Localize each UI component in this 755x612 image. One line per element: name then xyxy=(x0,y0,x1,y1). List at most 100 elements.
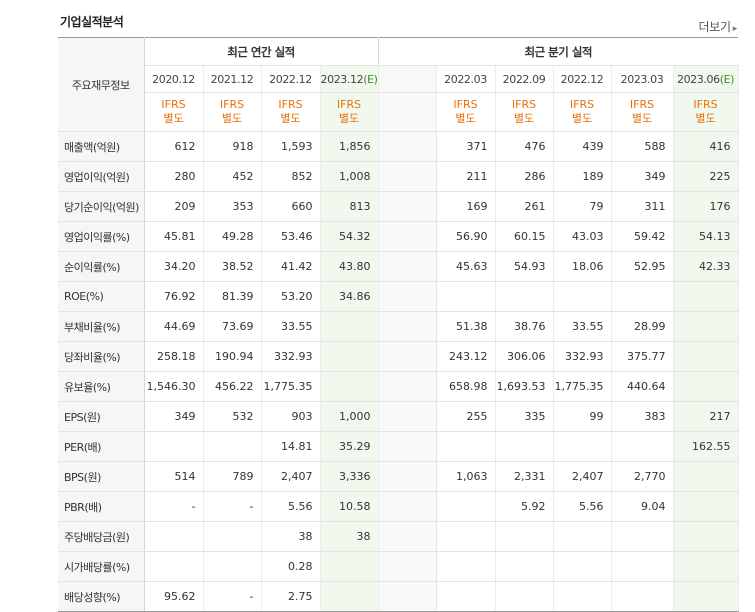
annual-value-cell xyxy=(203,431,262,462)
quarter-value-cell: 5.56 xyxy=(553,491,612,522)
quarter-value-cell: 2,331 xyxy=(495,461,554,492)
row-label: PER(배) xyxy=(58,431,145,462)
annual-value-cell: 190.94 xyxy=(203,341,262,372)
quarter-value-cell: 56.90 xyxy=(436,221,496,252)
quarter-value-cell xyxy=(553,431,612,462)
quarter-value-cell xyxy=(436,551,496,582)
table-row: 주당배당금(원) 38 38 xyxy=(58,521,739,552)
quarter-value-cell xyxy=(673,311,739,342)
quarter-value-cell: 476 xyxy=(495,131,554,162)
table-row: 유보율(%) 1,546.30 456.22 1,775.35 658.98 1,693.… xyxy=(58,371,739,402)
quarter-value-cell: 349 xyxy=(611,161,674,192)
period-header: 2022.12 xyxy=(553,65,612,93)
period-header: 2023.03 xyxy=(611,65,674,93)
basis-header: IFRS 별도 xyxy=(144,92,204,132)
quarter-value-cell: 261 xyxy=(495,191,554,222)
gap-cell xyxy=(377,581,437,612)
annual-value-cell: 43.80 xyxy=(320,251,379,282)
quarter-value-cell xyxy=(436,521,496,552)
quarter-value-cell: 33.55 xyxy=(553,311,612,342)
row-label: 당좌비율(%) xyxy=(58,341,145,372)
quarter-value-cell: 169 xyxy=(436,191,496,222)
basis-header: IFRS 별도 xyxy=(320,92,379,132)
annual-value-cell: 918 xyxy=(203,131,262,162)
basis-label: 별도 xyxy=(280,112,301,125)
row-label: BPS(원) xyxy=(58,461,145,492)
annual-value-cell: 1,546.30 xyxy=(144,371,204,402)
quarter-value-cell xyxy=(553,281,612,312)
basis-label: 별도 xyxy=(338,112,360,125)
table-row: BPS(원) 514 789 2,407 3,336 1,063 2,331 2,407 2,7… xyxy=(58,461,739,492)
quarter-value-cell xyxy=(611,431,674,462)
quarter-value-cell: 2,407 xyxy=(553,461,612,492)
gap-cell xyxy=(377,341,437,372)
gap-cell xyxy=(377,461,437,492)
basis-header: IFRS 별도 xyxy=(203,92,262,132)
gap-cell xyxy=(377,371,437,402)
quarter-value-cell: 416 xyxy=(673,131,739,162)
quarter-value-cell: 176 xyxy=(673,191,739,222)
quarter-value-cell: 43.03 xyxy=(553,221,612,252)
annual-value-cell: 514 xyxy=(144,461,204,492)
period-header-estimate: 2023.06(E) xyxy=(673,65,739,93)
annual-group-header: 최근 연간 실적 xyxy=(144,37,379,66)
quarter-value-cell xyxy=(673,461,739,492)
more-link-label: 더보기 xyxy=(698,20,732,34)
table-row: 당좌비율(%) 258.18 190.94 332.93 243.12 306.06 332… xyxy=(58,341,739,372)
annual-value-cell: 35.29 xyxy=(320,431,379,462)
annual-value-cell: 1,775.35 xyxy=(261,371,321,402)
quarter-value-cell xyxy=(495,551,554,582)
ifrs-label: IFRS xyxy=(219,98,245,111)
quarter-value-cell xyxy=(673,491,739,522)
period-header: 2020.12 xyxy=(144,65,204,93)
annual-value-cell: 903 xyxy=(261,401,321,432)
annual-value-cell: 34.86 xyxy=(320,281,379,312)
annual-value-cell: 53.20 xyxy=(261,281,321,312)
quarter-value-cell: 52.95 xyxy=(611,251,674,282)
basis-header: IFRS 별도 xyxy=(611,92,674,132)
ifrs-label: IFRS xyxy=(453,98,478,111)
ifrs-label: IFRS xyxy=(693,98,718,111)
quarter-value-cell: 588 xyxy=(611,131,674,162)
quarter-value-cell xyxy=(436,431,496,462)
quarter-value-cell: 332.93 xyxy=(553,341,612,372)
row-label: 시가배당률(%) xyxy=(58,551,145,582)
table-row: 당기순이익(억원) 209 353 660 813 169 261 79 311 176 xyxy=(58,191,739,222)
quarter-value-cell: 42.33 xyxy=(673,251,739,282)
period-label: 2023.06 xyxy=(676,72,720,86)
annual-value-cell: 852 xyxy=(261,161,321,192)
annual-value-cell xyxy=(203,551,262,582)
period-header-estimate: 2023.12(E) xyxy=(320,65,379,93)
annual-value-cell xyxy=(320,371,379,402)
gap-cell xyxy=(377,491,437,522)
annual-value-cell: 76.92 xyxy=(144,281,204,312)
annual-value-cell: 3,336 xyxy=(320,461,379,492)
row-label: 영업이익(억원) xyxy=(58,161,145,192)
quarter-value-cell: 28.99 xyxy=(611,311,674,342)
quarter-value-cell: 45.63 xyxy=(436,251,496,282)
annual-value-cell: 2,407 xyxy=(261,461,321,492)
gap-cell xyxy=(377,161,437,192)
row-label: 순이익률(%) xyxy=(58,251,145,282)
annual-value-cell: 14.81 xyxy=(261,431,321,462)
annual-value-cell: 2.75 xyxy=(261,581,321,612)
quarter-value-cell: 375.77 xyxy=(611,341,674,372)
quarter-value-cell xyxy=(495,581,554,612)
quarter-value-cell: 99 xyxy=(553,401,612,432)
estimate-mark: (E) xyxy=(363,72,378,86)
basis-label: 별도 xyxy=(221,112,243,125)
table-row: 매출액(억원) 612 918 1,593 1,856 371 476 439 588 416 xyxy=(58,131,739,162)
quarter-value-cell: 60.15 xyxy=(495,221,554,252)
annual-value-cell: - xyxy=(203,581,262,612)
quarter-value-cell xyxy=(673,521,739,552)
ifrs-label: IFRS xyxy=(161,98,186,111)
annual-value-cell xyxy=(203,521,262,552)
more-link[interactable]: 더보기 ▸ xyxy=(698,18,738,35)
basis-header: IFRS 별도 xyxy=(553,92,612,132)
annual-value-cell: 1,008 xyxy=(320,161,379,192)
quarter-value-cell: 51.38 xyxy=(436,311,496,342)
quarter-value-cell: 2,770 xyxy=(611,461,674,492)
quarter-value-cell: 1,063 xyxy=(436,461,496,492)
annual-value-cell xyxy=(144,431,204,462)
